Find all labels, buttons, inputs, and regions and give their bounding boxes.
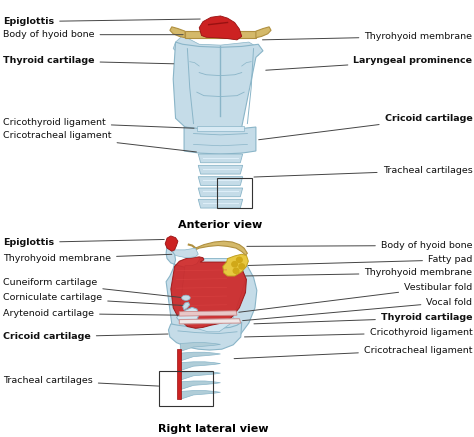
Text: Laryngeal prominence: Laryngeal prominence xyxy=(266,56,473,70)
Polygon shape xyxy=(223,254,248,276)
Polygon shape xyxy=(198,177,243,185)
Text: Thyrohyoid membrane: Thyrohyoid membrane xyxy=(3,254,172,263)
Polygon shape xyxy=(182,302,190,310)
Bar xyxy=(159,371,213,406)
Bar xyxy=(217,177,252,208)
Polygon shape xyxy=(184,127,256,154)
Text: Body of hyoid bone: Body of hyoid bone xyxy=(247,241,473,250)
Text: Thyrohyoid membrane: Thyrohyoid membrane xyxy=(263,32,473,41)
Polygon shape xyxy=(180,352,220,361)
Polygon shape xyxy=(173,35,258,61)
Polygon shape xyxy=(165,236,178,251)
Polygon shape xyxy=(179,311,237,316)
Text: Fatty pad: Fatty pad xyxy=(248,255,473,265)
Text: Cuneiform cartilage: Cuneiform cartilage xyxy=(3,278,182,298)
Polygon shape xyxy=(198,199,243,208)
Text: Anterior view: Anterior view xyxy=(178,220,263,230)
Text: Tracheal cartilages: Tracheal cartilages xyxy=(3,376,159,386)
Polygon shape xyxy=(180,362,220,371)
Text: Arytenoid cartilage: Arytenoid cartilage xyxy=(3,309,178,318)
Polygon shape xyxy=(180,381,220,390)
Text: Thyrohyoid membrane: Thyrohyoid membrane xyxy=(246,268,473,277)
Polygon shape xyxy=(256,27,271,38)
Text: Cricoid cartilage: Cricoid cartilage xyxy=(259,114,473,140)
Polygon shape xyxy=(198,165,243,174)
Polygon shape xyxy=(173,42,263,132)
Polygon shape xyxy=(171,257,246,328)
Polygon shape xyxy=(170,27,185,38)
Polygon shape xyxy=(176,307,199,323)
Circle shape xyxy=(232,262,237,267)
Polygon shape xyxy=(198,188,243,197)
Polygon shape xyxy=(185,31,256,38)
Polygon shape xyxy=(176,349,181,399)
Text: Epiglottis: Epiglottis xyxy=(3,17,200,26)
Text: Thyroid cartilage: Thyroid cartilage xyxy=(254,313,473,324)
Polygon shape xyxy=(179,259,246,332)
Ellipse shape xyxy=(182,295,190,300)
Text: Body of hyoid bone: Body of hyoid bone xyxy=(3,30,183,39)
Polygon shape xyxy=(198,154,243,163)
Circle shape xyxy=(233,268,239,274)
Polygon shape xyxy=(193,241,247,255)
Text: Vocal fold: Vocal fold xyxy=(243,298,473,321)
Text: Right lateral view: Right lateral view xyxy=(158,424,269,434)
Polygon shape xyxy=(180,371,220,380)
Circle shape xyxy=(237,257,242,263)
Text: Cricotracheal ligament: Cricotracheal ligament xyxy=(3,131,196,152)
Text: Epiglottis: Epiglottis xyxy=(3,238,164,247)
Polygon shape xyxy=(180,391,220,399)
Text: Cricothyroid ligament: Cricothyroid ligament xyxy=(245,328,473,337)
Polygon shape xyxy=(166,246,257,346)
Polygon shape xyxy=(173,248,198,258)
Circle shape xyxy=(239,264,245,269)
Text: Vestibular fold: Vestibular fold xyxy=(239,283,473,312)
Text: Cricotracheal ligament: Cricotracheal ligament xyxy=(234,346,473,359)
Text: Tracheal cartilages: Tracheal cartilages xyxy=(254,166,473,177)
Polygon shape xyxy=(180,343,220,351)
Text: Corniculate cartilage: Corniculate cartilage xyxy=(3,293,183,305)
Polygon shape xyxy=(197,126,244,132)
Text: Cricothyroid ligament: Cricothyroid ligament xyxy=(3,118,194,128)
Text: Thyroid cartilage: Thyroid cartilage xyxy=(3,56,174,65)
Polygon shape xyxy=(168,322,242,350)
Polygon shape xyxy=(179,319,241,324)
Polygon shape xyxy=(199,16,242,40)
Text: Cricoid cartilage: Cricoid cartilage xyxy=(3,333,168,341)
